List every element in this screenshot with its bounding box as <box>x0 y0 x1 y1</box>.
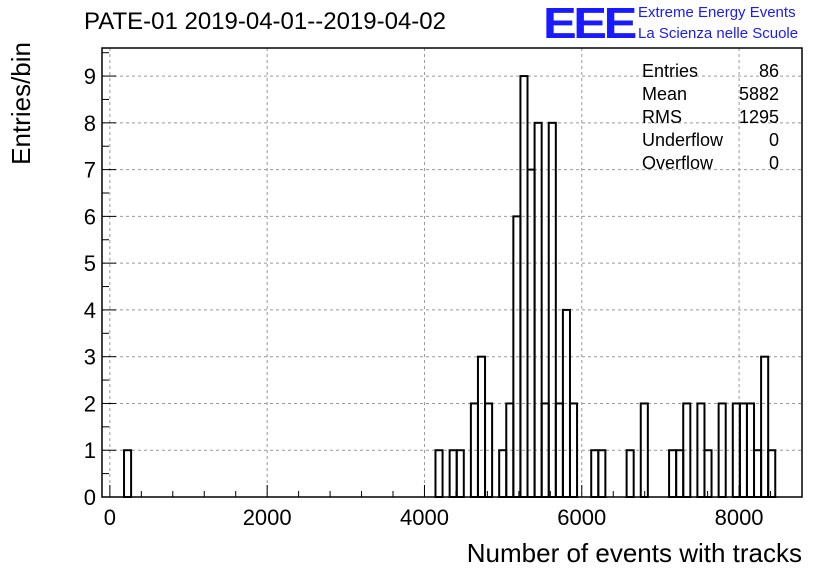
stats-label: RMS <box>642 107 682 127</box>
y-axis-label: Entries/bin <box>6 42 36 165</box>
stats-label: Entries <box>642 61 698 81</box>
y-tick-label: 3 <box>84 345 96 370</box>
histogram-bin <box>703 449 713 498</box>
stats-value: 1295 <box>739 107 779 127</box>
histogram-bin <box>498 449 508 498</box>
histogram-bin <box>455 449 465 498</box>
histogram-bin <box>668 449 678 498</box>
y-tick-label: 8 <box>84 111 96 136</box>
y-tick-label: 9 <box>84 64 96 89</box>
histogram-bin <box>526 168 536 499</box>
y-tick-label: 1 <box>84 438 96 463</box>
stats-value: 0 <box>769 130 779 150</box>
plot-frame <box>101 47 803 498</box>
stats-value: 0 <box>769 153 779 173</box>
histogram-bin <box>519 75 529 498</box>
histogram-bin <box>590 449 600 498</box>
y-tick-label: 4 <box>84 298 96 323</box>
x-tick-label: 8000 <box>715 505 764 530</box>
y-tick-label: 7 <box>84 158 96 183</box>
histogram-bin <box>753 449 763 498</box>
histogram-bin <box>123 449 133 498</box>
histogram-bin <box>476 355 487 498</box>
stats-value: 86 <box>759 61 779 81</box>
y-tick-label: 0 <box>84 485 96 510</box>
x-tick-label: 0 <box>104 505 116 530</box>
histogram-bin <box>675 449 685 498</box>
chart-title: PATE-01 2019-04-01--2019-04-02 <box>84 8 446 35</box>
x-axis-label: Number of events with tracks <box>467 538 802 568</box>
y-tick-label: 5 <box>84 251 96 276</box>
histogram-bin <box>767 449 777 498</box>
eee-logo-mark: EEE <box>543 0 637 48</box>
histogram-bin <box>434 449 444 498</box>
x-tick-label: 6000 <box>557 505 606 530</box>
y-tick-label: 6 <box>84 204 96 229</box>
logo-tagline-2: La Scienza nelle Scuole <box>638 25 799 42</box>
histogram-bin <box>760 355 770 498</box>
stats-value: 5882 <box>739 84 779 104</box>
logo-tagline-1: Extreme Energy Events <box>638 4 796 21</box>
x-tick-label: 2000 <box>243 505 292 530</box>
y-tick-label: 2 <box>84 391 96 416</box>
histogram-bin <box>448 449 458 498</box>
stats-label: Mean <box>642 84 687 104</box>
stats-label: Underflow <box>642 130 724 150</box>
x-tick-label: 4000 <box>400 505 449 530</box>
histogram-bin <box>597 449 607 498</box>
histogram-bin <box>625 449 635 498</box>
stats-label: Overflow <box>642 153 714 173</box>
